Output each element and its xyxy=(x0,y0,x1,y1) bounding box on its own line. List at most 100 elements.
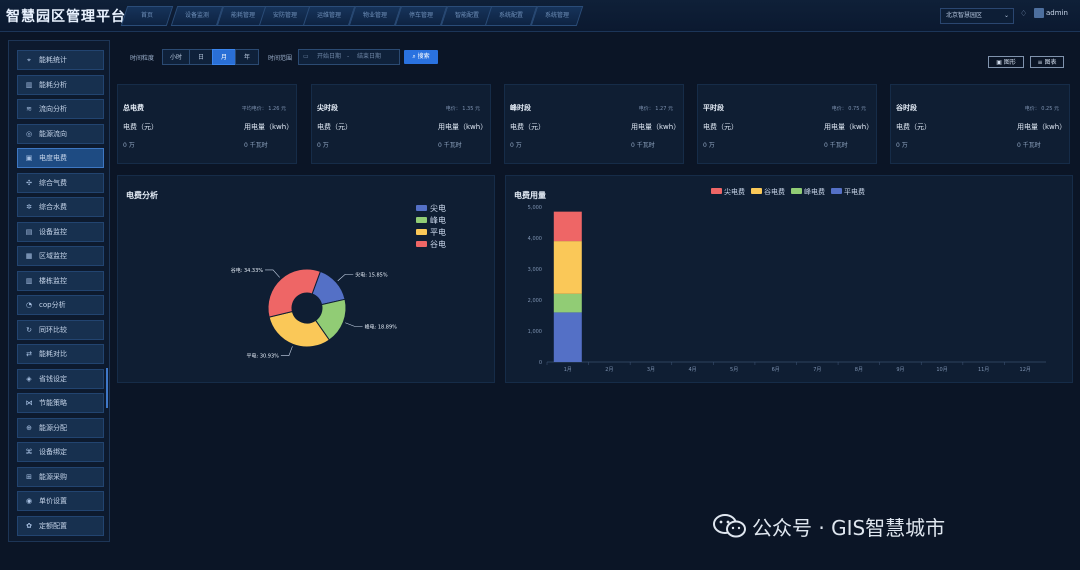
sidebar-item-14[interactable]: ⋈ 节能策略 xyxy=(17,393,104,413)
sidebar-item-19[interactable]: ✿ 定额配置 xyxy=(17,515,104,536)
nav-item-sysmanage[interactable]: 系统管理 xyxy=(530,6,584,26)
x-tick-label: 6月 xyxy=(772,367,780,373)
area-select[interactable]: 北京智慧园区 ⌄ xyxy=(940,8,1014,24)
sidebar-item-1[interactable]: ▥ 能耗分析 xyxy=(17,74,104,95)
image-icon: ▣ xyxy=(996,59,1004,66)
cycle-icon: ↻ xyxy=(26,325,32,334)
granularity-year[interactable]: 年 xyxy=(235,49,259,65)
granularity-day[interactable]: 日 xyxy=(189,49,213,65)
stat-card: 峰时段 电价： 1.27 元电费（元） 用电量（kwh） 0 万 0 千瓦时 xyxy=(504,84,684,164)
card-price: 平均电价： 1.26 元 xyxy=(241,106,286,112)
nav-item-ops[interactable]: 运维管理 xyxy=(302,6,356,26)
pie-panel-title: 电费分析 xyxy=(126,191,158,200)
cart-icon: ⊞ xyxy=(26,472,32,481)
sidebar-item-label: 设备绑定 xyxy=(39,448,67,456)
pie-slice-2[interactable] xyxy=(268,310,331,348)
sidebar-item-15[interactable]: ⊕ 能源分配 xyxy=(17,417,104,438)
sidebar-item-13[interactable]: ◈ 省钱设定 xyxy=(17,368,104,389)
bar-segment-1-0[interactable] xyxy=(553,293,582,313)
bar-segment-2-0[interactable] xyxy=(553,241,582,294)
card-title: 总电费 xyxy=(123,104,144,112)
card-title: 峰时段 xyxy=(510,104,531,112)
sidebar-item-4[interactable]: ▣ 电度电费 xyxy=(17,148,104,168)
sidebar-item-7[interactable]: ▤ 设备监控 xyxy=(17,221,104,242)
granularity-hour[interactable]: 小时 xyxy=(162,49,190,65)
nav-item-property[interactable]: 物业管理 xyxy=(348,6,402,26)
nav-item-parking[interactable]: 停车管理 xyxy=(394,6,448,26)
legend-label[interactable]: 尖电费 xyxy=(724,187,745,196)
sidebar-scroll-indicator[interactable] xyxy=(106,368,108,408)
legend-label[interactable]: 平电 xyxy=(430,227,446,237)
nav-item-home[interactable]: 首页 xyxy=(120,6,174,26)
legend-swatch xyxy=(416,217,427,223)
bar-chart-icon: ▥ xyxy=(25,80,33,89)
pie-data-label: 尖电: 15.85% xyxy=(355,271,388,278)
usage-value: 0 千瓦时 xyxy=(824,142,848,149)
sidebar-item-8[interactable]: ▦ 区域监控 xyxy=(17,246,104,266)
nav-item-sysconfig[interactable]: 系统配置 xyxy=(484,6,538,26)
sidebar-item-2[interactable]: ≋ 流向分析 xyxy=(17,99,104,119)
card-price: 电价： 0.25 元 xyxy=(1024,106,1059,112)
target-icon: ◎ xyxy=(25,129,33,138)
bar-panel: 电费用量 0 1,000 2,000 3,000 4,000 5,000 1月 2月 3月 4月 5… xyxy=(505,175,1073,383)
legend-label[interactable]: 峰电 xyxy=(430,215,446,225)
bar-segment-0-0[interactable] xyxy=(553,312,582,362)
y-tick-label: 5,000 xyxy=(528,205,542,211)
legend-label[interactable]: 尖电 xyxy=(430,203,446,213)
start-date-input[interactable]: 开始日期 xyxy=(317,53,342,60)
sidebar-item-0[interactable]: ⌖ 能耗统计 xyxy=(17,50,104,70)
strategy-icon: ⋈ xyxy=(25,399,33,407)
fee-value: 0 万 xyxy=(317,142,329,149)
chevron-down-icon: ⌄ xyxy=(1003,12,1009,19)
y-tick-label: 0 xyxy=(539,360,542,366)
legend-label[interactable]: 谷电 xyxy=(430,239,446,249)
sidebar-item-label: 同环比较 xyxy=(39,325,67,334)
pie-label-line xyxy=(345,322,363,327)
end-date-input[interactable]: 结束日期 xyxy=(357,53,382,60)
granularity-month[interactable]: 月 xyxy=(212,49,236,65)
search-button[interactable]: ⌕ 搜索 xyxy=(404,50,438,64)
legend-label[interactable]: 峰电费 xyxy=(804,187,825,196)
sidebar-item-12[interactable]: ⇄ 能耗对比 xyxy=(17,344,104,364)
sidebar-item-5[interactable]: ✣ 综合气费 xyxy=(17,172,104,193)
sidebar-item-label: 能耗分析 xyxy=(39,80,67,89)
x-tick-label: 7月 xyxy=(813,367,821,373)
y-tick-label: 2,000 xyxy=(528,298,542,304)
compare-icon: ⇄ xyxy=(26,350,32,358)
sidebar-item-18[interactable]: ◉ 单价设置 xyxy=(17,491,104,511)
card-price: 电价： 1.27 元 xyxy=(638,106,673,112)
sidebar-item-label: 能源流向 xyxy=(39,129,67,138)
date-range-picker[interactable]: ▭ 开始日期 - 结束日期 xyxy=(298,49,400,65)
sidebar-item-6[interactable]: ✲ 综合水费 xyxy=(17,197,104,217)
sidebar-item-label: 定额配置 xyxy=(39,521,67,530)
sidebar-item-label: 节能策略 xyxy=(39,399,67,407)
sidebar-item-17[interactable]: ⊞ 能源采购 xyxy=(17,466,104,487)
sidebar-item-11[interactable]: ↻ 同环比较 xyxy=(17,319,104,340)
pie-slice-3[interactable] xyxy=(267,268,322,318)
sidebar-item-9[interactable]: ▥ 楼栋监控 xyxy=(17,270,104,291)
sidebar-item-label: 能耗统计 xyxy=(39,56,67,64)
date-separator: - xyxy=(347,53,350,60)
nav-item-device[interactable]: 设备监测 xyxy=(170,6,224,26)
watermark-text: 公众号 · GIS智慧城市 xyxy=(752,516,946,540)
pie-panel: 电费分析 尖电: 15.85% 峰电: 18.89% 平电: 30.93% 谷电: 3… xyxy=(117,175,495,383)
bar-segment-3-0[interactable] xyxy=(553,211,582,242)
time-granularity-label: 时间粒度 xyxy=(130,55,155,62)
graph-view-button[interactable]: ▣ 图形 xyxy=(988,56,1024,68)
tower-icon: ▥ xyxy=(25,276,33,285)
sidebar-item-10[interactable]: ◔ cop分析 xyxy=(17,295,104,315)
legend-label[interactable]: 平电费 xyxy=(844,187,865,196)
top-header: 智慧园区管理平台 首页 设备监测 能耗管理 安防管理 运维管理 物业管理 停车管… xyxy=(0,0,1080,32)
legend-label[interactable]: 谷电费 xyxy=(764,187,785,196)
search-icon: ⌕ xyxy=(412,53,418,60)
sidebar-item-3[interactable]: ◎ 能源流向 xyxy=(17,123,104,144)
user-menu[interactable]: admin xyxy=(1034,8,1068,18)
bell-icon[interactable]: ♢ xyxy=(1020,9,1028,18)
pin-icon: ⌖ xyxy=(27,56,31,64)
bar-chart: 0 1,000 2,000 3,000 4,000 5,000 1月 2月 3月 4月 5月 6月 7月… xyxy=(528,187,1046,373)
table-view-button[interactable]: ≡ 图表 xyxy=(1030,56,1064,68)
usage-label: 用电量（kwh） xyxy=(824,123,874,131)
wechat-icon xyxy=(713,514,746,538)
sidebar-item-16[interactable]: ⌘ 设备绑定 xyxy=(17,442,104,462)
x-tick-label: 8月 xyxy=(855,367,863,373)
